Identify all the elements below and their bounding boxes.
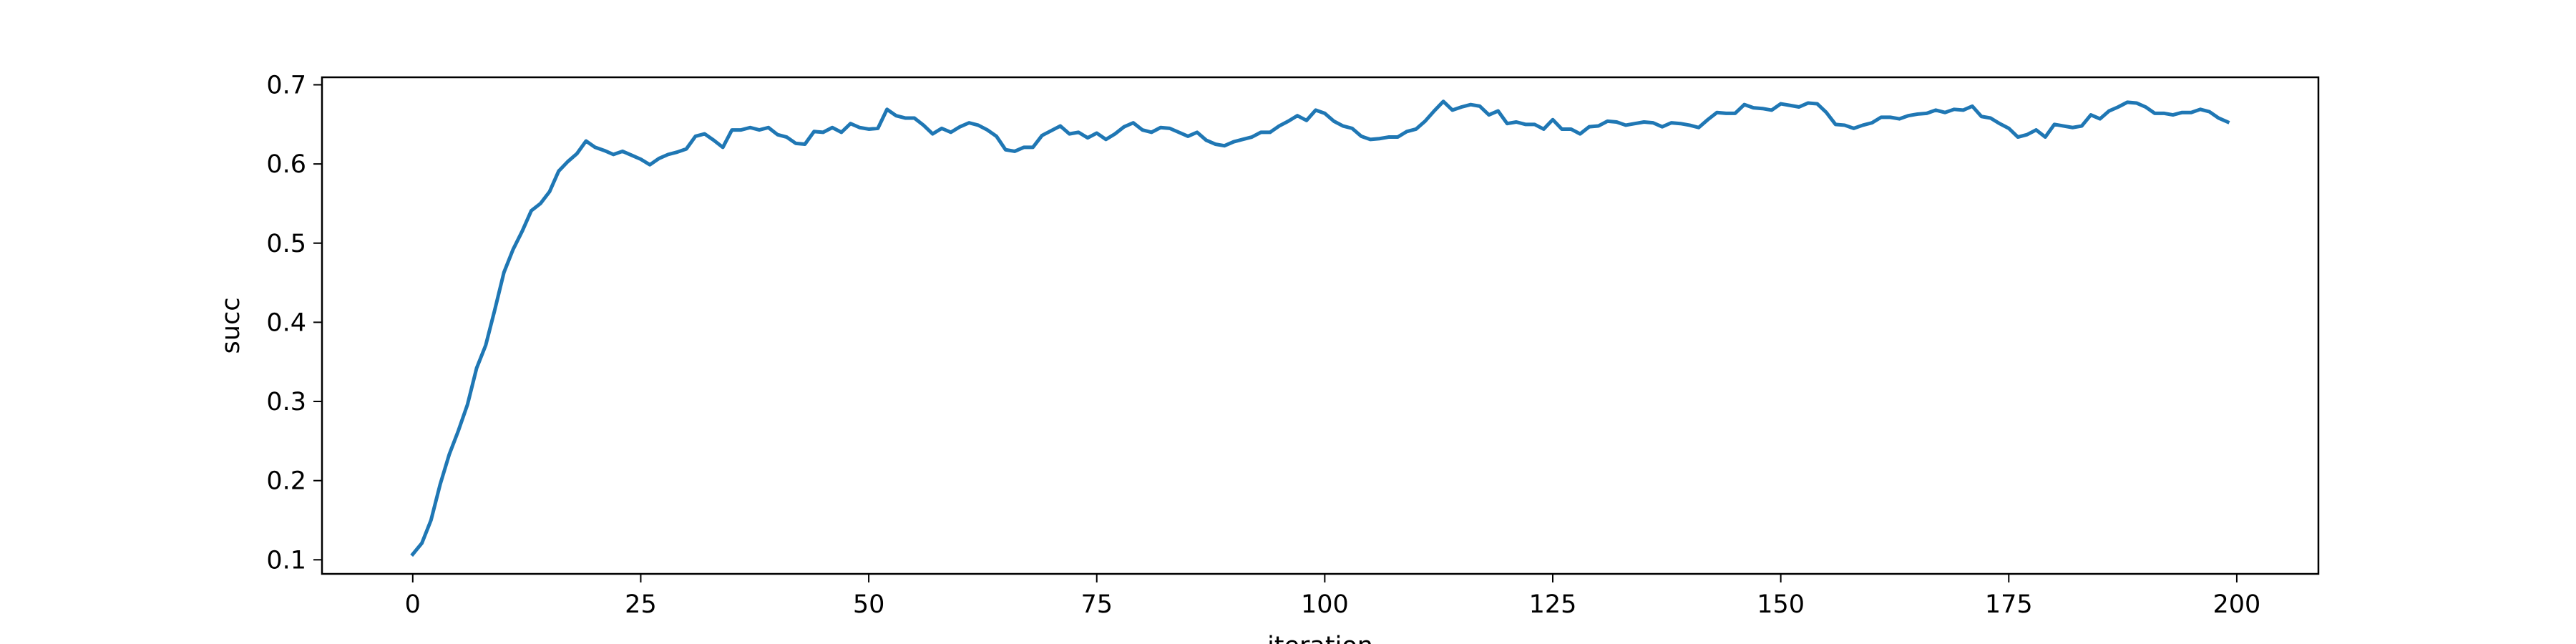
- x-tick-label: 150: [1757, 590, 1805, 619]
- y-tick-label: 0.6: [266, 150, 306, 179]
- y-tick-label: 0.5: [266, 230, 306, 258]
- y-tick-label: 0.2: [266, 467, 306, 496]
- x-tick-label: 0: [405, 590, 421, 619]
- x-tick-label: 200: [2213, 590, 2261, 619]
- series-line: [410, 99, 2230, 557]
- y-axis-label: succ: [217, 298, 245, 354]
- axes-frame: [321, 76, 2320, 575]
- x-tick-label: 25: [625, 590, 657, 619]
- y-tick-label: 0.3: [266, 388, 306, 416]
- y-tick-label: 0.4: [266, 308, 306, 337]
- x-axis: 0 25 50 75 100 125 150 175 200: [405, 574, 2261, 619]
- plot-area: [410, 99, 2230, 557]
- x-tick-label: 175: [1985, 590, 2033, 619]
- y-axis: 0.1 0.2 0.3 0.4 0.5 0.6 0.7: [266, 72, 322, 575]
- y-tick-label: 0.1: [266, 546, 306, 575]
- x-tick-label: 125: [1529, 590, 1577, 619]
- x-tick-label: 75: [1080, 590, 1113, 619]
- y-tick-label: 0.7: [266, 72, 306, 100]
- x-tick-label: 100: [1301, 590, 1349, 619]
- x-axis-label: iteration: [1267, 632, 1373, 644]
- x-tick-label: 50: [853, 590, 885, 619]
